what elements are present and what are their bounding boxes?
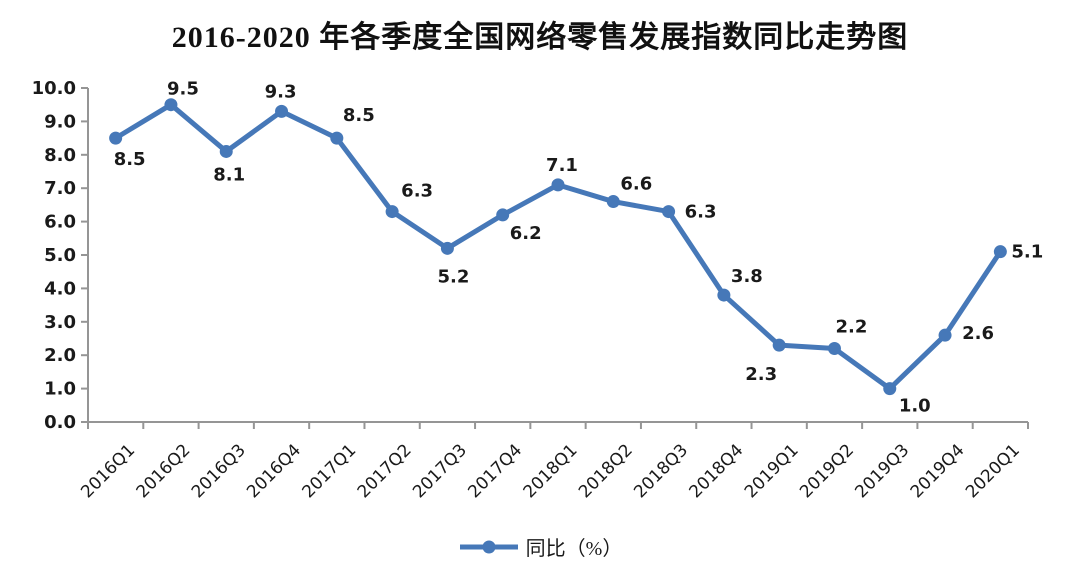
x-category-label: 2016Q2: [133, 440, 195, 502]
x-category-label: 2018Q2: [575, 440, 637, 502]
y-tick-label: 9.0: [44, 111, 76, 132]
data-point: [938, 328, 952, 342]
x-category-label: 2016Q1: [77, 440, 139, 502]
data-label: 3.8: [731, 266, 763, 287]
data-label: 8.1: [213, 164, 245, 185]
legend-marker-icon: [459, 540, 518, 553]
data-point: [164, 98, 178, 112]
y-tick-label: 10.0: [32, 78, 76, 99]
x-category-label: 2018Q1: [520, 440, 582, 502]
y-tick-label: 3.0: [44, 312, 76, 333]
data-label: 6.2: [510, 223, 542, 244]
data-point: [551, 178, 565, 192]
y-tick-label: 0.0: [44, 412, 76, 433]
legend: 同比（%）: [0, 532, 1080, 561]
y-tick-label: 6.0: [44, 212, 76, 233]
x-category-label: 2018Q3: [630, 440, 692, 502]
data-label: 7.1: [546, 155, 578, 176]
data-point: [662, 205, 676, 219]
x-category-label: 2019Q4: [907, 440, 969, 502]
x-category-label: 2019Q2: [796, 440, 858, 502]
y-tick-label: 4.0: [44, 278, 76, 299]
data-point: [330, 131, 344, 145]
y-tick-label: 5.0: [44, 245, 76, 266]
data-point: [385, 205, 399, 219]
data-point: [993, 245, 1007, 259]
data-point: [219, 144, 233, 158]
data-label: 6.6: [620, 174, 652, 195]
data-label: 8.5: [114, 149, 146, 170]
x-category-label: 2016Q4: [243, 440, 305, 502]
data-point: [717, 288, 731, 302]
data-label: 2.2: [836, 317, 868, 338]
data-label: 9.3: [265, 81, 297, 102]
data-point: [496, 208, 510, 222]
data-label: 1.0: [899, 396, 931, 417]
x-category-label: 2019Q3: [851, 440, 913, 502]
chart-title: 2016-2020 年各季度全国网络零售发展指数同比走势图: [171, 21, 909, 54]
y-tick-label: 8.0: [44, 145, 76, 166]
x-category-label: 2017Q2: [354, 440, 416, 502]
data-label: 5.2: [437, 266, 469, 287]
data-label: 9.5: [167, 79, 199, 100]
data-label: 8.5: [343, 105, 375, 126]
x-category-label: 2017Q3: [409, 440, 471, 502]
data-label: 5.1: [1011, 242, 1043, 263]
x-category-label: 2017Q4: [464, 440, 526, 502]
data-label: 2.3: [745, 364, 777, 385]
data-point: [606, 195, 620, 209]
x-category-label: 2019Q1: [741, 440, 803, 502]
data-point: [275, 104, 289, 118]
y-tick-label: 1.0: [44, 379, 76, 400]
x-category-label: 2020Q1: [962, 440, 1024, 502]
data-point: [772, 338, 786, 352]
x-category-label: 2016Q3: [188, 440, 250, 502]
y-tick-label: 2.0: [44, 345, 76, 366]
x-category-label: 2018Q4: [686, 440, 748, 502]
data-point: [440, 241, 454, 255]
data-point: [883, 382, 897, 396]
legend-series-label: 同比（%）: [525, 538, 623, 560]
x-category-label: 2017Q1: [299, 440, 361, 502]
data-label: 6.3: [401, 181, 433, 202]
series-line: [113, 102, 1003, 392]
y-tick-label: 7.0: [44, 178, 76, 199]
data-point: [109, 131, 123, 145]
data-point: [827, 342, 841, 356]
data-label: 6.3: [685, 202, 717, 223]
line-chart: 0.0 1.0 2.0 3.0 4.0 5.0 6.0 7.0 8.0 9.0 10.0 2016Q1…: [32, 78, 1044, 502]
data-label: 2.6: [962, 323, 994, 344]
